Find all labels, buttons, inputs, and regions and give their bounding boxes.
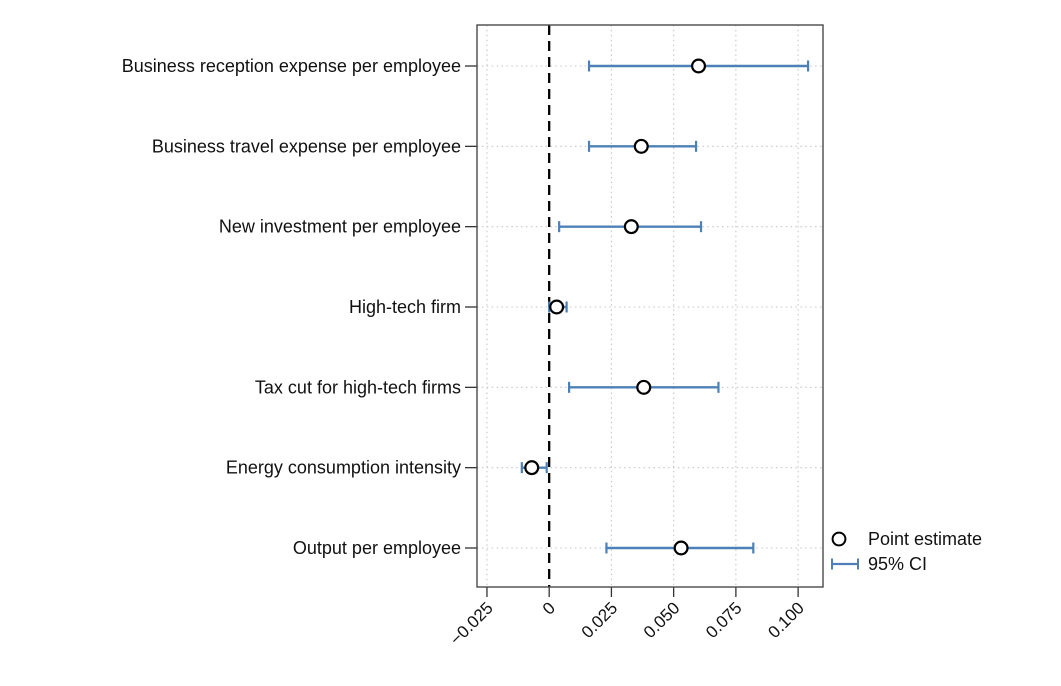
category-label: Energy consumption intensity: [226, 458, 461, 478]
x-tick-label: 0.050: [640, 598, 684, 642]
x-tick-label: 0: [539, 598, 559, 618]
x-tick-label: 0.100: [764, 598, 808, 642]
legend: Point estimate 95% CI: [828, 527, 982, 576]
category-label: High-tech firm: [349, 297, 461, 317]
legend-label-ci: 95% CI: [868, 553, 928, 574]
x-tick-label: 0.025: [578, 598, 622, 642]
point-estimate-marker: [524, 460, 540, 476]
legend-item-ci: 95% CI: [828, 552, 982, 576]
ci-marker-icon: [831, 558, 859, 570]
point-estimate-marker: [623, 219, 639, 235]
category-label: Business reception expense per employee: [122, 56, 461, 76]
point-estimate-marker: [633, 138, 649, 154]
point-estimate-marker: [549, 299, 565, 315]
category-label: New investment per employee: [219, 217, 461, 237]
x-tick-label: 0.075: [702, 598, 746, 642]
point-estimate-marker-icon: [831, 531, 847, 547]
x-tick-label: −0.025: [446, 598, 497, 649]
plot-frame: [476, 24, 824, 588]
category-label: Tax cut for high-tech firms: [255, 377, 461, 397]
legend-item-point-estimate: Point estimate: [828, 527, 982, 551]
point-estimate-marker: [673, 540, 689, 556]
legend-label-point-estimate: Point estimate: [868, 528, 983, 549]
point-estimate-marker: [691, 58, 707, 74]
category-label: Output per employee: [293, 538, 461, 558]
point-estimate-marker: [636, 379, 652, 395]
category-label: Business travel expense per employee: [152, 136, 461, 156]
